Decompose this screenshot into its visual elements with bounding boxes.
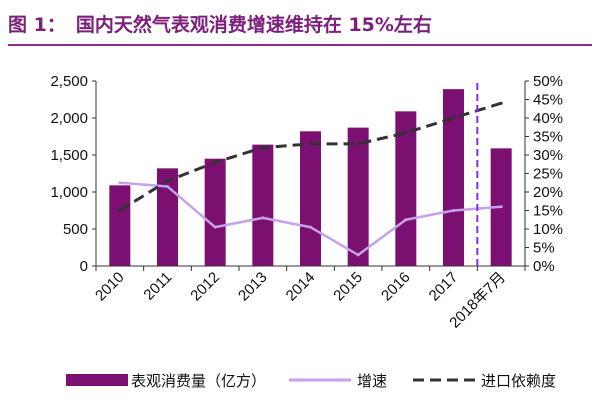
figure-number: 图 1： bbox=[8, 13, 66, 36]
y-right-tick-label: 35% bbox=[533, 129, 563, 146]
legend-label-consumption: 表观消费量（亿方） bbox=[131, 372, 266, 390]
x-tick-label-2014: 2014 bbox=[283, 269, 319, 305]
x-tick-label-2012: 2012 bbox=[187, 269, 223, 305]
y-right-tick-label: 20% bbox=[533, 184, 563, 201]
import-point-2014 bbox=[309, 142, 312, 146]
y-left-tick-label: 1,000 bbox=[50, 184, 88, 201]
bars-group bbox=[109, 89, 512, 267]
import-point-2016 bbox=[404, 131, 408, 135]
import-point-2017 bbox=[452, 116, 455, 120]
y-left-tick-label: 2,500 bbox=[50, 73, 88, 90]
growth-point-2012 bbox=[213, 225, 217, 229]
import-point-2011 bbox=[166, 179, 169, 183]
lines-group bbox=[118, 101, 503, 257]
bar-2012 bbox=[204, 158, 226, 266]
title-underline bbox=[8, 44, 592, 46]
import-point-2018年7月 bbox=[499, 101, 503, 105]
y-right-tick-label: 50% bbox=[533, 73, 563, 90]
y-left-tick-label: 2,000 bbox=[50, 110, 88, 127]
figure-title-text: 国内天然气表观消费增速维持在 15%左右 bbox=[75, 13, 432, 36]
y-right-tick-label: 25% bbox=[533, 166, 563, 183]
bar-2015 bbox=[347, 127, 369, 267]
x-tick-label-2017: 2017 bbox=[426, 269, 462, 305]
axes-group bbox=[92, 80, 529, 271]
y-right-tick-label: 45% bbox=[533, 92, 563, 109]
growth-point-2015 bbox=[356, 253, 360, 257]
x-tick-label-2015: 2015 bbox=[330, 269, 366, 305]
x-tick-label-2016: 2016 bbox=[378, 269, 414, 305]
y-left-tick-label: 0 bbox=[80, 258, 88, 275]
y-left-tick-label: 1,500 bbox=[50, 147, 88, 164]
legend-label-import: 进口依赖度 bbox=[481, 372, 556, 390]
y-right-tick-label: 15% bbox=[533, 203, 563, 220]
y-right-tick-label: 30% bbox=[533, 147, 563, 164]
growth-point-2016 bbox=[404, 218, 408, 222]
x-tick-label-2013: 2013 bbox=[235, 269, 271, 305]
bar-2011 bbox=[157, 168, 178, 266]
legend-swatch-consumption bbox=[66, 374, 128, 386]
import-point-2012 bbox=[213, 160, 217, 164]
bar-2014 bbox=[300, 131, 321, 266]
import-point-2010 bbox=[118, 209, 122, 212]
growth-point-2017 bbox=[452, 209, 455, 212]
x-tick-label-2011: 2011 bbox=[140, 269, 175, 304]
bar-2013 bbox=[252, 144, 274, 266]
bar-2017 bbox=[443, 89, 464, 266]
bar-2016 bbox=[395, 111, 417, 266]
bar-2010 bbox=[109, 185, 131, 266]
y-right-tick-label: 10% bbox=[533, 221, 563, 238]
figure-title: 图 1： 国内天然气表观消费增速维持在 15%左右 bbox=[8, 6, 592, 40]
growth-point-2011 bbox=[166, 184, 169, 188]
legend-label-growth: 增速 bbox=[357, 372, 387, 390]
y-right-tick-label: 5% bbox=[533, 240, 555, 257]
legend: 表观消费量（亿方） 增速 进口依赖度 bbox=[66, 372, 556, 390]
y-right-tick-label: 0% bbox=[533, 258, 555, 275]
growth-point-2013 bbox=[261, 216, 265, 220]
growth-point-2014 bbox=[309, 225, 312, 229]
x-tick-label-2010: 2010 bbox=[92, 269, 128, 305]
growth-point-2018年7月 bbox=[499, 205, 503, 209]
import-point-2013 bbox=[261, 146, 265, 150]
y-left-tick-label: 500 bbox=[63, 221, 88, 238]
import-point-2015 bbox=[356, 142, 360, 146]
y-right-tick-label: 40% bbox=[533, 110, 563, 127]
growth-point-2010 bbox=[118, 181, 122, 185]
